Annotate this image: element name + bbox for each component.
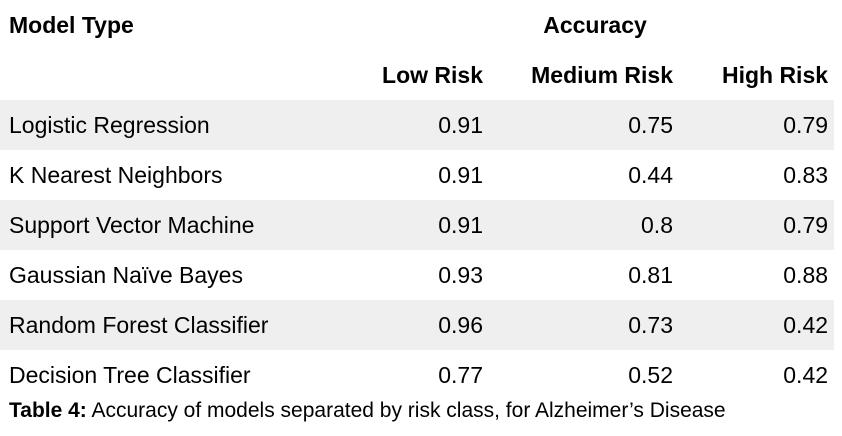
model-type-header: Model Type (9, 12, 134, 38)
low-risk-cell: 0.91 (438, 162, 483, 188)
model-name-cell: K Nearest Neighbors (9, 162, 223, 188)
header-row-top: Model Type Accuracy (0, 0, 834, 50)
table-caption: Table 4: Accuracy of models separated by… (9, 399, 726, 423)
low-risk-cell: 0.93 (438, 262, 483, 288)
model-name-cell: Support Vector Machine (0, 200, 356, 250)
low-risk-header: Low Risk (382, 62, 483, 88)
high-risk-cell: 0.42 (783, 362, 829, 388)
table-row: Random Forest Classifier 0.96 0.73 0.42 (0, 300, 835, 350)
low-risk-cell: 0.96 (356, 300, 483, 350)
caption-text: Accuracy of models separated by risk cla… (86, 399, 726, 422)
table-row: Logistic Regression 0.91 0.75 0.79 (0, 100, 835, 150)
low-risk-cell: 0.91 (356, 100, 483, 150)
medium-risk-cell: 0.81 (628, 262, 673, 288)
high-risk-cell: 0.79 (673, 100, 835, 150)
medium-risk-cell: 0.52 (628, 362, 673, 388)
medium-risk-cell: 0.73 (483, 300, 673, 350)
medium-risk-cell: 0.8 (483, 200, 673, 250)
medium-risk-cell: 0.75 (483, 100, 673, 150)
model-name-cell: Random Forest Classifier (0, 300, 356, 350)
low-risk-cell: 0.91 (356, 200, 483, 250)
table-row: Gaussian Naïve Bayes 0.93 0.81 0.88 (0, 250, 834, 300)
accuracy-header: Accuracy (543, 12, 647, 38)
medium-risk-header: Medium Risk (531, 62, 673, 88)
header-row-sub: Low Risk Medium Risk High Risk (0, 50, 834, 100)
table-row: Support Vector Machine 0.91 0.8 0.79 (0, 200, 835, 250)
accuracy-table: Model Type Accuracy Low Risk Medium Risk… (0, 0, 835, 400)
model-name-cell: Logistic Regression (0, 100, 356, 150)
table-row: Decision Tree Classifier 0.77 0.52 0.42 (0, 350, 834, 400)
medium-risk-cell: 0.44 (628, 162, 673, 188)
high-risk-header: High Risk (721, 62, 829, 88)
model-name-cell: Decision Tree Classifier (9, 362, 251, 388)
high-risk-cell: 0.83 (783, 162, 829, 188)
high-risk-cell: 0.42 (673, 300, 835, 350)
high-risk-cell: 0.79 (673, 200, 835, 250)
model-name-cell: Gaussian Naïve Bayes (9, 262, 243, 288)
empty-header-cell (0, 50, 356, 100)
caption-label: Table 4: (9, 399, 87, 422)
table-row: K Nearest Neighbors 0.91 0.44 0.83 (0, 150, 834, 200)
high-risk-cell: 0.88 (783, 262, 829, 288)
low-risk-cell: 0.77 (438, 362, 483, 388)
